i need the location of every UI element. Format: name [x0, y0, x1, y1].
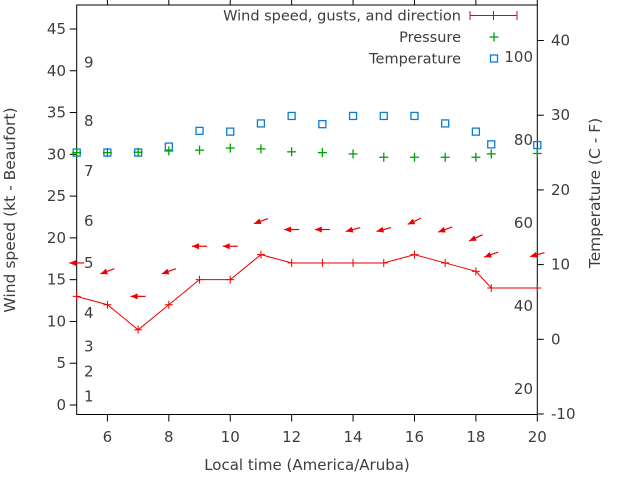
wind-tick-label: 0	[56, 396, 66, 414]
celsius-tick-label: -10	[551, 405, 576, 423]
y-axis-left-title: Wind speed (kt - Beaufort)	[1, 107, 19, 312]
y-axis-right-title: Temperature (C - F)	[586, 118, 604, 269]
celsius-tick-label: 10	[551, 256, 570, 274]
x-tick-label: 8	[164, 428, 174, 446]
legend: Wind speed, gusts, and direction Pressure…	[223, 9, 518, 68]
beaufort-label: 7	[84, 162, 94, 180]
wind-tick-label: 35	[47, 104, 66, 122]
wind-tick-label: 20	[47, 229, 66, 247]
plot-frame	[76, 4, 538, 415]
right-axis-title: Temperature (C - F)	[586, 118, 604, 269]
beaufort-label: 3	[84, 338, 94, 356]
wind-tick-label: 15	[47, 271, 66, 289]
x-tick-label: 16	[405, 428, 424, 446]
beaufort-label: 9	[84, 53, 94, 71]
y-axis-right: -10 0 10 20 30 40	[537, 32, 576, 423]
x-tick-label: 14	[344, 428, 363, 446]
fahrenheit-label: 100	[504, 48, 533, 66]
temperature-series	[72, 111, 542, 157]
gust-arrows	[69, 217, 545, 300]
wind-tick-label: 5	[56, 354, 66, 372]
pressure-series	[72, 143, 542, 162]
beaufort-label: 8	[84, 112, 94, 130]
x-axis-title: Local time (America/Aruba)	[204, 456, 410, 474]
wind-series	[72, 250, 542, 334]
beaufort-label: 6	[84, 212, 94, 230]
wind-tick-label: 10	[47, 312, 66, 330]
fahrenheit-label: 20	[514, 380, 533, 398]
x-tick-label: 20	[528, 428, 547, 446]
x-tick-label: 18	[466, 428, 485, 446]
beaufort-label: 2	[84, 363, 94, 381]
celsius-tick-label: 0	[551, 330, 561, 348]
celsius-tick-label: 20	[551, 181, 570, 199]
beaufort-label: 5	[84, 254, 94, 272]
wind-tick-label: 30	[47, 145, 66, 163]
x-tick-label: 12	[282, 428, 301, 446]
x-tick-label: 10	[221, 428, 240, 446]
wind-tick-label: 45	[47, 20, 66, 38]
wind-tick-label: 25	[47, 187, 66, 205]
legend-label: Pressure	[399, 30, 461, 46]
legend-label: Temperature	[368, 52, 461, 68]
x-axis: 6 8 10 12 14 16 18 20 Local time (America/Aruba)	[103, 0, 547, 474]
celsius-tick-label: 30	[551, 106, 570, 124]
legend-label: Wind speed, gusts, and direction	[223, 9, 461, 25]
wind-tick-label: 40	[47, 62, 66, 80]
beaufort-labels: 1 2 3 4 5 6 7 8 9	[84, 53, 94, 405]
y-axis-left: 0 5 10 15 20 25 30 35 40 45	[47, 20, 77, 414]
fahrenheit-label: 60	[514, 214, 533, 232]
beaufort-label: 4	[84, 304, 94, 322]
celsius-tick-label: 40	[551, 32, 570, 50]
beaufort-label: 1	[84, 388, 94, 406]
left-axis-title: Wind speed (kt - Beaufort)	[1, 107, 19, 312]
x-tick-label: 6	[103, 428, 113, 446]
fahrenheit-labels: 20 40 60 80 100	[504, 48, 533, 398]
fahrenheit-label: 40	[514, 297, 533, 315]
fahrenheit-label: 80	[514, 131, 533, 149]
